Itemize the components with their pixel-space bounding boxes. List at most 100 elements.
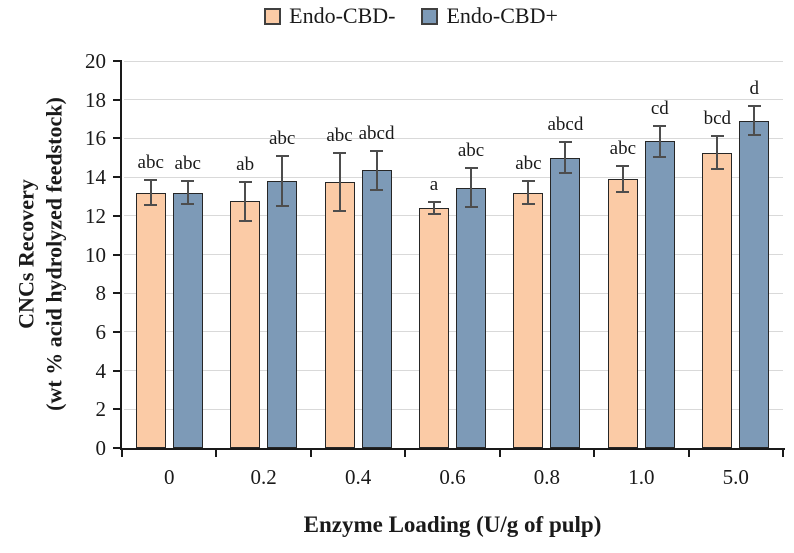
error-bar-top-cap bbox=[710, 135, 724, 138]
x-tick bbox=[498, 450, 501, 457]
bar-endo-cbd-plus bbox=[644, 141, 675, 448]
error-bar-bottom-cap bbox=[616, 190, 630, 193]
sig-label: cd bbox=[650, 97, 669, 119]
gridline bbox=[124, 176, 783, 178]
error-bar-bottom-cap bbox=[464, 206, 478, 209]
bar-endo-cbd-minus bbox=[419, 208, 449, 448]
error-bar bbox=[470, 168, 472, 208]
bar-endo-cbd-plus bbox=[456, 187, 486, 448]
error-bar-top-cap bbox=[238, 180, 252, 183]
x-axis-title: Enzyme Loading (U/g of pulp) bbox=[303, 512, 602, 537]
gridline bbox=[124, 254, 783, 255]
y-tick bbox=[113, 60, 122, 62]
legend-swatch-endo-cbd-minus bbox=[264, 7, 282, 25]
y-tick-label: 18 bbox=[85, 87, 106, 112]
y-tick-label: 4 bbox=[95, 358, 107, 383]
error-bar-top-cap bbox=[558, 141, 572, 144]
sig-label: d bbox=[749, 78, 760, 100]
gridline bbox=[124, 137, 783, 139]
gridline bbox=[124, 215, 783, 217]
x-tick bbox=[309, 450, 312, 457]
x-axis-line bbox=[120, 448, 785, 450]
y-tick bbox=[113, 369, 122, 372]
y-tick-label: 14 bbox=[85, 165, 106, 190]
bar-endo-cbd-minus bbox=[513, 192, 544, 448]
sig-label: abc bbox=[268, 127, 296, 149]
x-tick-label: 0.2 bbox=[250, 465, 277, 489]
sig-label: bcd bbox=[703, 108, 731, 130]
y-tick bbox=[113, 98, 122, 101]
x-tick bbox=[121, 450, 123, 457]
x-tick-label: 1.0 bbox=[628, 465, 655, 489]
error-bar bbox=[564, 142, 567, 174]
sig-label: ab bbox=[236, 153, 255, 175]
legend-item-endo-cbd-minus: Endo-CBD- bbox=[264, 3, 395, 29]
y-tick bbox=[113, 214, 122, 217]
error-bar bbox=[753, 106, 756, 136]
y-tick bbox=[113, 176, 122, 179]
x-tick bbox=[782, 450, 784, 457]
legend-label-endo-cbd-minus: Endo-CBD- bbox=[289, 3, 396, 28]
bar-endo-cbd-plus bbox=[267, 180, 298, 448]
error-bar-top-cap bbox=[616, 165, 630, 168]
error-bar-bottom-cap bbox=[427, 212, 441, 215]
legend-item-endo-cbd-plus: Endo-CBD+ bbox=[421, 3, 558, 29]
bar-endo-cbd-minus bbox=[702, 152, 733, 448]
error-bar-bottom-cap bbox=[238, 219, 252, 222]
error-bar-bottom-cap bbox=[181, 203, 195, 206]
gridline bbox=[124, 370, 783, 372]
x-tick-label: 5.0 bbox=[722, 465, 749, 489]
error-bar-top-cap bbox=[653, 124, 667, 127]
error-bar-bottom-cap bbox=[333, 209, 347, 212]
sig-label: abc bbox=[609, 138, 637, 160]
y-axis-line bbox=[120, 60, 122, 450]
error-bar-top-cap bbox=[464, 167, 478, 170]
error-bar-bottom-cap bbox=[747, 134, 761, 137]
error-bar-top-cap bbox=[181, 179, 195, 182]
sig-label: abc bbox=[457, 140, 485, 162]
y-tick-label: 20 bbox=[85, 49, 106, 73]
error-bar-bottom-cap bbox=[653, 155, 667, 158]
legend-swatch-endo-cbd-plus bbox=[421, 7, 439, 25]
x-tick bbox=[404, 450, 407, 457]
y-tick bbox=[113, 253, 122, 256]
error-bar bbox=[527, 180, 530, 205]
sig-label: abc bbox=[515, 152, 542, 174]
error-bar-top-cap bbox=[144, 179, 158, 181]
error-bar bbox=[186, 180, 189, 205]
y-tick bbox=[113, 447, 122, 449]
y-tick-label: 16 bbox=[85, 126, 106, 151]
error-bar bbox=[716, 136, 719, 170]
sig-label: abcd bbox=[358, 122, 395, 144]
error-bar-bottom-cap bbox=[275, 205, 289, 208]
gridline bbox=[124, 331, 783, 333]
x-tick bbox=[593, 450, 596, 457]
error-bar-bottom-cap bbox=[710, 168, 724, 171]
gridline bbox=[124, 292, 783, 294]
sig-label: abc bbox=[326, 124, 353, 146]
y-tick-label: 0 bbox=[95, 436, 107, 460]
x-tick-label: 0.8 bbox=[533, 465, 561, 489]
sig-label: abc bbox=[174, 152, 201, 174]
error-bar bbox=[433, 202, 435, 214]
gridline bbox=[124, 408, 783, 410]
error-bar-bottom-cap bbox=[558, 172, 572, 175]
bar-endo-cbd-minus bbox=[324, 181, 355, 448]
x-tick-label: 0.4 bbox=[344, 465, 372, 489]
y-tick-label: 2 bbox=[95, 397, 107, 422]
error-bar bbox=[338, 152, 341, 211]
error-bar bbox=[149, 180, 152, 206]
x-tick bbox=[687, 450, 690, 457]
bar-endo-cbd-plus bbox=[172, 192, 203, 448]
y-axis-title-line1: CNCs Recovery bbox=[13, 179, 39, 329]
legend: Endo-CBD- Endo-CBD+ bbox=[14, 3, 794, 29]
x-tick bbox=[215, 450, 218, 457]
x-tick-label: 0.6 bbox=[439, 465, 466, 489]
error-bar bbox=[281, 155, 284, 207]
error-bar-bottom-cap bbox=[144, 204, 158, 207]
y-tick bbox=[113, 137, 122, 140]
sig-label: abcd bbox=[547, 114, 584, 136]
error-bar-top-cap bbox=[333, 151, 347, 154]
error-bar-top-cap bbox=[747, 105, 761, 108]
